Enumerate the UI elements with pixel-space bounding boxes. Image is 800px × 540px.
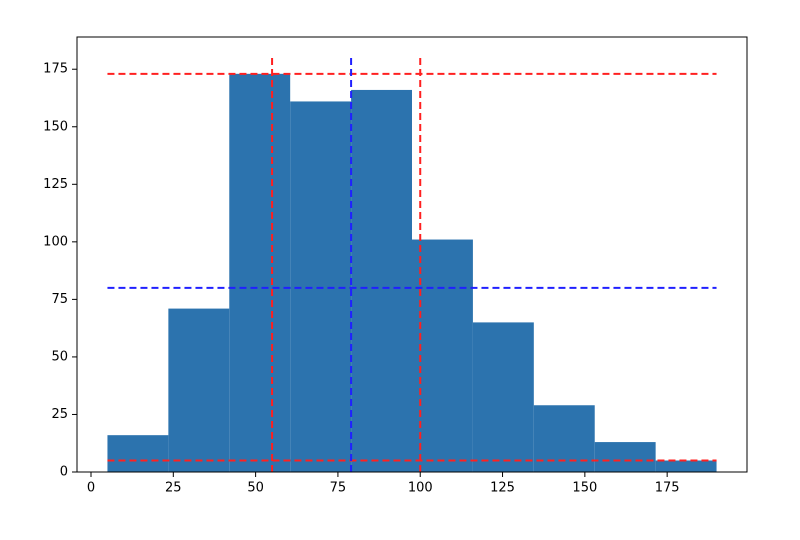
x-tick-label: 125 [490,481,515,496]
x-tick-label: 0 [87,481,95,496]
bar [533,405,595,472]
bar [655,460,717,472]
bar [594,442,656,472]
bar [107,435,169,472]
plot-frame [76,36,748,473]
y-tick-label: 125 [43,177,68,192]
y-tick-label: 175 [43,62,68,77]
y-tick-label: 25 [51,407,68,422]
y-tick-label: 75 [51,292,68,307]
bar [229,73,291,473]
x-tick-label: 150 [572,481,597,496]
y-tick-label: 50 [51,349,68,364]
x-tick-label: 75 [330,481,347,496]
x-tick-label: 175 [655,481,680,496]
y-tick-label: 100 [43,234,68,249]
x-tick-label: 25 [165,481,182,496]
x-tick-label: 50 [247,481,264,496]
y-tick-label: 150 [43,119,68,134]
y-tick-label: 0 [60,465,68,480]
x-tick-label: 100 [408,481,433,496]
bar [412,239,473,472]
bar [290,101,352,472]
bar [351,89,412,472]
bar [168,308,230,472]
bar [472,322,534,472]
